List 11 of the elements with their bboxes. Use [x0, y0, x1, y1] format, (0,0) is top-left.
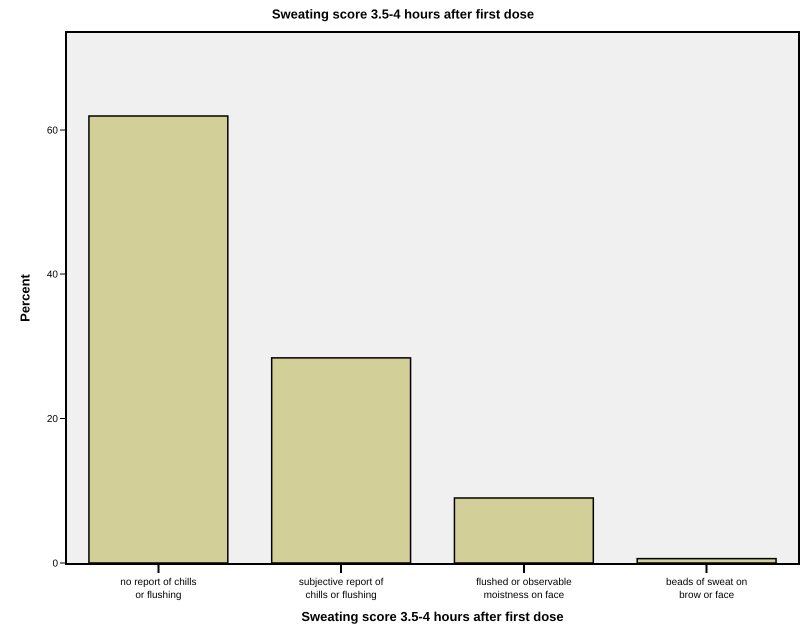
y-tick-label: 20 — [46, 414, 58, 426]
x-tick-label: subjective report of chills or flushing — [298, 577, 384, 601]
x-axis-title: Sweating score 3.5-4 hours after first dose — [301, 609, 564, 624]
y-tick-label: 0 — [52, 558, 58, 570]
chart-title: Sweating score 3.5-4 hours after first dose — [272, 6, 534, 22]
y-tick-label: 40 — [46, 270, 58, 281]
x-tick-label: beads of sweat on brow or face — [666, 577, 748, 601]
x-tick-label: no report of chills or flushing — [120, 577, 196, 601]
x-tick-label: flushed or observable moistness on face — [476, 577, 572, 601]
y-axis-title: Percent — [17, 273, 32, 322]
y-tick-label: 60 — [46, 125, 58, 136]
